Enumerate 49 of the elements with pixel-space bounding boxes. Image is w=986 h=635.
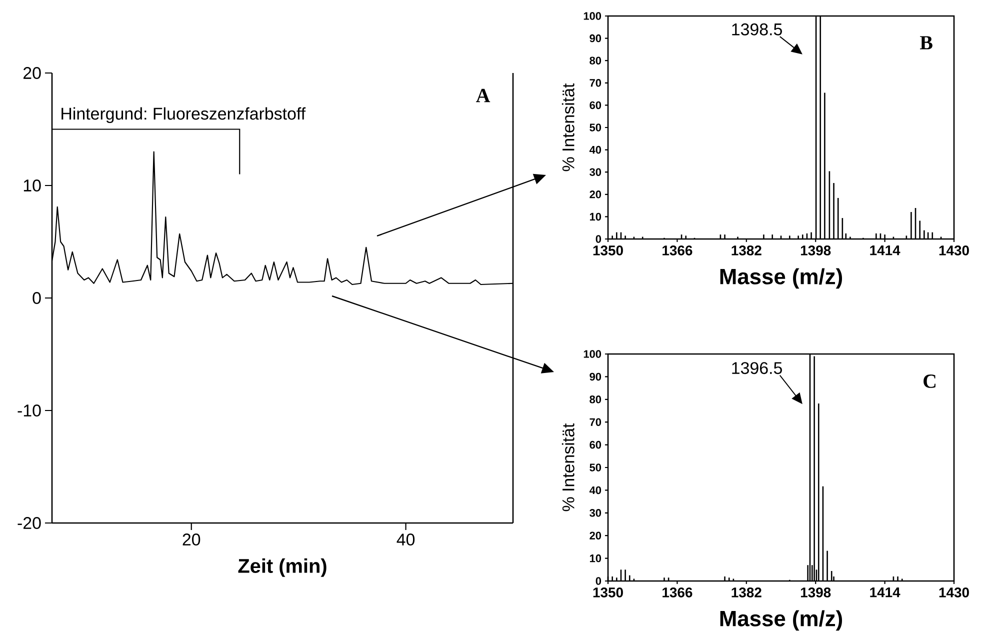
x-tick-label: 1350	[593, 588, 623, 598]
x-axis-title: Masse (m/z)	[720, 268, 842, 289]
x-axis-title: Masse (m/z)	[720, 610, 842, 631]
y-tick-label: 10	[590, 212, 602, 221]
x-tick-label: 1382	[732, 246, 762, 256]
x-tick-label: 1382	[732, 588, 762, 598]
y-tick-label: 80	[590, 56, 602, 64]
y-tick-label: -20	[18, 517, 41, 529]
x-tick-label: 1430	[939, 246, 969, 256]
y-tick-label: 90	[590, 372, 602, 381]
y-tick-label: 0	[596, 577, 602, 585]
annotation: 1396.5	[732, 362, 782, 374]
x-tick-label: 1414	[870, 246, 900, 256]
y-tick-label: 0	[32, 292, 41, 304]
x-tick-label: 1398	[800, 246, 831, 256]
y-tick-label: 100	[584, 350, 602, 358]
y-tick-label: 50	[590, 124, 602, 132]
y-tick-label: 20	[590, 190, 602, 198]
text: B	[920, 36, 932, 50]
y-tick-label: 70	[590, 79, 602, 87]
y-tick-label: 80	[590, 396, 602, 404]
x-tick-label: 1414	[870, 588, 900, 598]
y-tick-label: 50	[590, 464, 602, 472]
y-tick-label: 70	[590, 418, 602, 426]
x-axis-title: Zeit (min)	[238, 558, 326, 577]
y-tick-label: 60	[590, 440, 602, 449]
y-tick-label: 90	[590, 34, 602, 42]
y-tick-label: -10	[18, 404, 41, 416]
annotation: Hintergund: Fluoreszenzfarbstoff	[62, 107, 306, 124]
x-tick-label: 1398	[800, 588, 831, 598]
y-tick-label: 40	[589, 486, 602, 494]
y-tick-label: 40	[589, 146, 602, 154]
y-tick-label: 30	[590, 509, 602, 517]
text: C	[924, 374, 936, 388]
y-tick-label: 10	[24, 180, 41, 192]
x-tick-label: 1366	[662, 246, 692, 256]
y-tick-label: 10	[590, 554, 602, 562]
y-axis-title: % Intensität	[562, 83, 574, 172]
x-tick-label: 1350	[593, 246, 623, 256]
y-tick-label: 60	[590, 101, 602, 110]
x-tick-label: 1430	[939, 588, 969, 598]
y-tick-label: 0	[596, 235, 602, 243]
y-tick-label: 100	[584, 12, 602, 20]
text: A	[476, 88, 490, 102]
y-tick-label: 30	[590, 168, 602, 176]
x-tick-label: 1366	[662, 588, 692, 598]
y-axis-title: % Intensität	[562, 423, 574, 512]
annotation: 1398.5	[732, 23, 782, 36]
y-tick-label: 20	[24, 67, 41, 79]
